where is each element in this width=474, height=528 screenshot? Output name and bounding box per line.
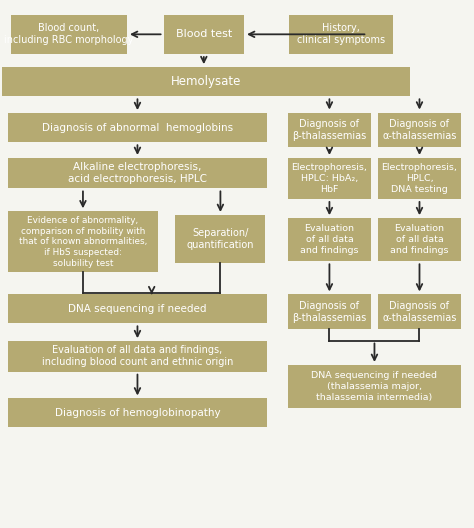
FancyBboxPatch shape: [378, 218, 461, 261]
Text: Blood count,
including RBC morphology: Blood count, including RBC morphology: [4, 23, 133, 45]
FancyBboxPatch shape: [2, 67, 410, 96]
FancyBboxPatch shape: [8, 341, 266, 372]
FancyBboxPatch shape: [288, 218, 371, 261]
Text: Evaluation
of all data
and findings: Evaluation of all data and findings: [390, 224, 449, 255]
Text: Evaluation of all data and findings,
including blood count and ethnic origin: Evaluation of all data and findings, inc…: [42, 345, 233, 367]
Text: Electrophoresis,
HPLC,
DNA testing: Electrophoresis, HPLC, DNA testing: [382, 163, 457, 194]
FancyBboxPatch shape: [289, 14, 393, 54]
Text: Diagnosis of abnormal  hemoglobins: Diagnosis of abnormal hemoglobins: [42, 123, 233, 133]
Text: DNA sequencing if needed: DNA sequencing if needed: [68, 304, 207, 314]
Text: Alkaline electrophoresis,
acid electrophoresis, HPLC: Alkaline electrophoresis, acid electroph…: [68, 162, 207, 184]
Text: Diagnosis of
β-thalassemias: Diagnosis of β-thalassemias: [292, 300, 366, 323]
FancyBboxPatch shape: [175, 215, 265, 263]
Text: Hemolysate: Hemolysate: [171, 76, 241, 88]
FancyBboxPatch shape: [8, 211, 157, 272]
FancyBboxPatch shape: [8, 113, 266, 142]
FancyBboxPatch shape: [10, 14, 127, 54]
Text: DNA sequencing if needed
(thalassemia major,
thalassemia intermedia): DNA sequencing if needed (thalassemia ma…: [311, 371, 438, 402]
FancyBboxPatch shape: [8, 398, 266, 428]
Text: Electrophoresis,
HPLC: HbA₂,
HbF: Electrophoresis, HPLC: HbA₂, HbF: [292, 163, 367, 194]
FancyBboxPatch shape: [8, 295, 266, 323]
Text: History,
clinical symptoms: History, clinical symptoms: [297, 23, 385, 45]
FancyBboxPatch shape: [378, 295, 461, 328]
Text: Separation/
quantification: Separation/ quantification: [187, 228, 254, 250]
Text: Diagnosis of
α-thalassemias: Diagnosis of α-thalassemias: [383, 300, 456, 323]
FancyBboxPatch shape: [288, 365, 461, 408]
Text: Evidence of abnormality,
comparison of mobility with
that of known abnormalities: Evidence of abnormality, comparison of m…: [19, 216, 147, 268]
FancyBboxPatch shape: [378, 158, 461, 199]
FancyBboxPatch shape: [288, 113, 371, 147]
Text: Blood test: Blood test: [176, 30, 232, 39]
FancyBboxPatch shape: [164, 14, 244, 54]
FancyBboxPatch shape: [8, 158, 266, 188]
Text: Diagnosis of hemoglobinopathy: Diagnosis of hemoglobinopathy: [55, 408, 220, 418]
Text: Diagnosis of
α-thalassemias: Diagnosis of α-thalassemias: [383, 119, 456, 141]
FancyBboxPatch shape: [288, 158, 371, 199]
FancyBboxPatch shape: [288, 295, 371, 328]
FancyBboxPatch shape: [378, 113, 461, 147]
Text: Diagnosis of
β-thalassemias: Diagnosis of β-thalassemias: [292, 119, 366, 141]
Text: Evaluation
of all data
and findings: Evaluation of all data and findings: [300, 224, 359, 255]
